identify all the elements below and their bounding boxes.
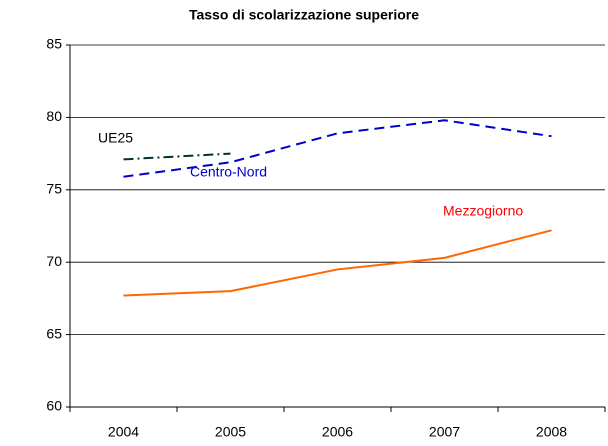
x-tick-label: 2005 — [215, 424, 246, 440]
y-tick-label: 80 — [46, 108, 62, 124]
y-tick-label: 60 — [46, 398, 62, 414]
series-line — [123, 119, 552, 178]
series-label: UE25 — [98, 130, 133, 146]
series-label: Mezzogiorno — [443, 203, 523, 219]
y-tick-label: 70 — [46, 253, 62, 269]
x-tick-label: 2004 — [108, 424, 139, 440]
series-label: Centro-Nord — [190, 164, 267, 180]
series-line — [123, 152, 231, 161]
series-line — [123, 229, 552, 297]
x-tick-label: 2008 — [536, 424, 567, 440]
x-tick-label: 2007 — [429, 424, 460, 440]
y-tick-label: 75 — [46, 181, 62, 197]
y-tick-label: 85 — [46, 36, 62, 52]
y-tick-label: 65 — [46, 325, 62, 341]
chart-title: Tasso di scolarizzazione superiore — [189, 7, 419, 23]
x-tick-label: 2006 — [322, 424, 353, 440]
